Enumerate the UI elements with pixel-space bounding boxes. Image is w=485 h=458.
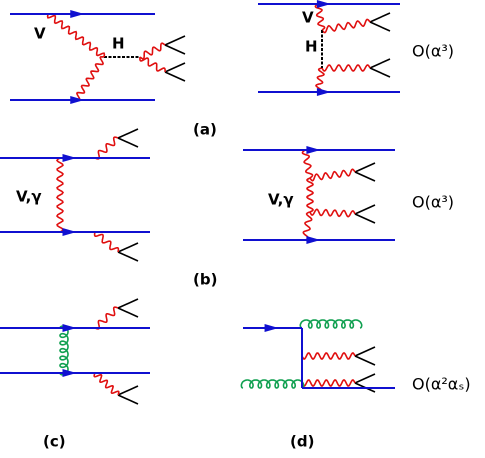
gluon [299,319,363,329]
outgoing [117,307,139,318]
outgoing [354,373,376,384]
photon [139,42,166,60]
gluon [240,379,305,389]
photon [46,13,106,58]
photon [314,3,326,31]
label: V,γ [268,191,294,209]
photon [315,67,325,93]
outgoing [117,242,139,253]
caption: (d) [290,433,314,451]
outgoing [354,213,376,224]
caption: (a) [193,121,217,139]
gluon [59,325,69,376]
order: O(α²αₛ) [412,375,471,394]
photon [309,168,356,182]
photon [301,149,314,179]
photon [302,211,313,241]
outgoing [117,137,139,148]
outgoing [164,35,186,46]
label: V,γ [16,188,42,206]
photon [309,208,356,218]
outgoing [354,162,376,173]
caption: (c) [43,433,66,451]
outgoing [117,128,139,139]
label: V [34,25,46,43]
photon [139,56,166,73]
outgoing [354,346,376,357]
outgoing [354,355,376,366]
outgoing [369,67,391,78]
order: O(α³) [412,193,454,212]
outgoing [369,58,391,69]
photon [321,64,371,72]
outgoing [354,204,376,215]
outgoing [164,44,186,55]
label: H [305,38,318,56]
photon [301,352,356,360]
photon [301,379,356,387]
outgoing [164,62,186,73]
label: V [302,9,314,27]
outgoing [117,298,139,309]
photon [321,18,371,34]
outgoing [117,394,139,405]
photon [306,177,314,213]
outgoing [117,385,139,396]
outgoing [117,251,139,262]
label: H [112,35,125,53]
outgoing [369,12,391,23]
outgoing [354,171,376,182]
outgoing [369,21,391,32]
photon [75,55,105,102]
outgoing [164,71,186,82]
photon [93,231,120,253]
caption: (b) [193,271,217,289]
photon [55,157,65,233]
order: O(α³) [412,42,454,61]
photon [94,306,119,330]
photon [94,136,119,160]
photon [93,372,120,396]
